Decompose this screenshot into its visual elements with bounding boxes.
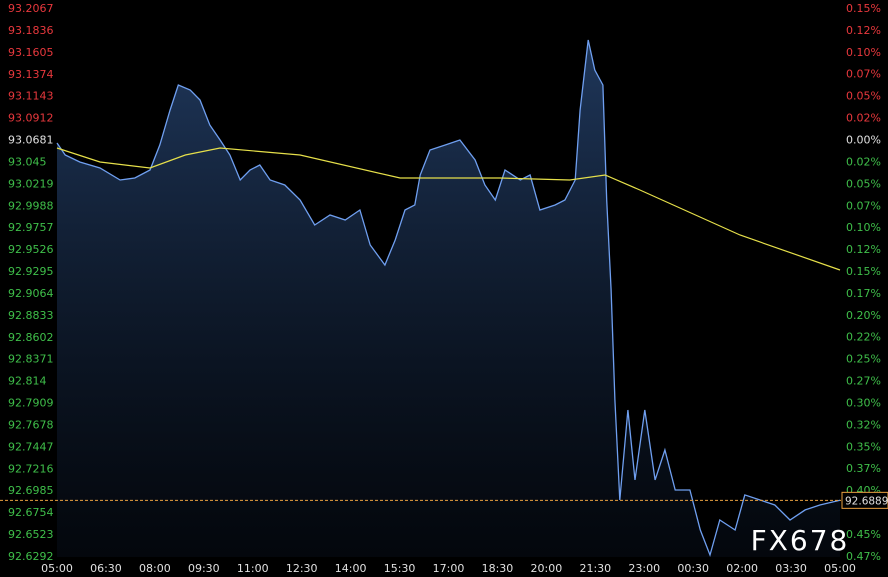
x-tick-label: 20:00 xyxy=(531,562,563,575)
y-tick-label: 92.6292 xyxy=(8,550,54,563)
y2-tick-label: 0.45% xyxy=(846,528,881,541)
y-tick-label: 92.814 xyxy=(8,375,47,388)
y2-tick-label: 0.47% xyxy=(846,550,881,563)
x-tick-label: 21:30 xyxy=(579,562,611,575)
y2-tick-label: 0.20% xyxy=(846,309,881,322)
y2-tick-label: 0.05% xyxy=(846,90,881,103)
y-tick-label: 92.8371 xyxy=(8,353,54,366)
y-tick-label: 93.1374 xyxy=(8,68,54,81)
x-tick-label: 08:00 xyxy=(139,562,171,575)
y-tick-label: 93.2067 xyxy=(8,2,54,15)
y-tick-label: 93.1605 xyxy=(8,46,54,59)
x-tick-label: 15:30 xyxy=(384,562,416,575)
y2-tick-label: 0.12% xyxy=(846,24,881,37)
y-tick-label: 93.1836 xyxy=(8,24,54,37)
last-price-label: 92.6889 xyxy=(845,495,888,507)
x-tick-label: 09:30 xyxy=(188,562,220,575)
y2-tick-label: 0.15% xyxy=(846,2,881,15)
y-tick-label: 92.6985 xyxy=(8,484,54,497)
y-tick-label: 92.9295 xyxy=(8,265,54,278)
y-tick-label: 93.0912 xyxy=(8,112,54,125)
y2-tick-label: 0.17% xyxy=(846,287,881,300)
x-tick-label: 03:30 xyxy=(775,562,807,575)
x-tick-label: 17:00 xyxy=(433,562,465,575)
y-tick-label: 92.9526 xyxy=(8,243,54,256)
x-tick-label: 11:00 xyxy=(237,562,269,575)
y2-tick-label: 0.35% xyxy=(846,440,881,453)
y2-tick-label: 0.12% xyxy=(846,243,881,256)
y-tick-label: 92.8833 xyxy=(8,309,54,322)
y2-tick-label: 0.22% xyxy=(846,331,881,344)
x-tick-label: 05:00 xyxy=(824,562,856,575)
y-tick-label: 92.6754 xyxy=(8,506,54,519)
y-tick-label: 92.7447 xyxy=(8,440,54,453)
y2-tick-label: 0.32% xyxy=(846,418,881,431)
y2-tick-label: 0.07% xyxy=(846,199,881,212)
x-tick-label: 14:00 xyxy=(335,562,367,575)
x-tick-label: 18:30 xyxy=(482,562,514,575)
y2-tick-label: 0.02% xyxy=(846,112,881,125)
y2-tick-label: 0.10% xyxy=(846,221,881,234)
y-tick-label: 92.9064 xyxy=(8,287,54,300)
y-tick-label: 93.045 xyxy=(8,155,47,168)
y-tick-label: 93.0681 xyxy=(8,134,54,147)
last-price-box xyxy=(841,491,888,509)
y-tick-label: 92.6523 xyxy=(8,528,54,541)
x-tick-label: 00:30 xyxy=(677,562,709,575)
x-tick-label: 06:30 xyxy=(90,562,122,575)
y2-tick-label: 0.00% xyxy=(846,134,881,147)
y2-tick-label: 0.37% xyxy=(846,462,881,475)
y2-tick-label: 0.30% xyxy=(846,397,881,410)
y-tick-label: 93.0219 xyxy=(8,177,54,190)
x-tick-label: 02:00 xyxy=(726,562,758,575)
y2-tick-label: 0.07% xyxy=(846,68,881,81)
y2-tick-label: 0.05% xyxy=(846,177,881,190)
x-tick-label: 12:30 xyxy=(286,562,318,575)
x-tick-label: 23:00 xyxy=(628,562,660,575)
y-tick-label: 92.9988 xyxy=(8,199,54,212)
line xyxy=(56,39,841,558)
y2-tick-label: 0.10% xyxy=(846,46,881,59)
y-tick-label: 92.7216 xyxy=(8,462,54,475)
line xyxy=(56,147,841,271)
y-tick-label: 92.9757 xyxy=(8,221,54,234)
watermark: FX678 xyxy=(751,524,850,557)
y2-tick-label: 0.27% xyxy=(846,375,881,388)
y-tick-label: 92.8602 xyxy=(8,331,54,344)
y2-tick-label: 0.25% xyxy=(846,353,881,366)
y-tick-label: 92.7678 xyxy=(8,418,54,431)
y2-tick-label: 0.02% xyxy=(846,155,881,168)
y-tick-label: 93.1143 xyxy=(8,90,54,103)
x-tick-label: 05:00 xyxy=(41,562,73,575)
y-tick-label: 92.7909 xyxy=(8,397,54,410)
y2-tick-label: 0.15% xyxy=(846,265,881,278)
